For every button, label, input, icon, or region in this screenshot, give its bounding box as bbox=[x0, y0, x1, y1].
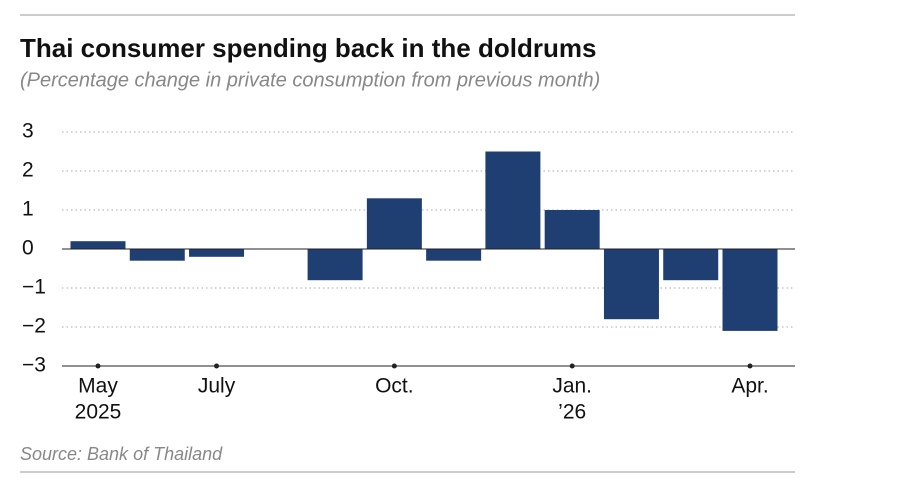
bar bbox=[307, 249, 363, 281]
chart-subtitle: (Percentage change in private consumptio… bbox=[20, 69, 600, 91]
x-tick-label: May bbox=[78, 375, 118, 398]
y-tick-label: −3 bbox=[22, 354, 46, 377]
bar bbox=[366, 198, 422, 249]
x-tick-label: Jan. bbox=[552, 375, 592, 398]
x-tick bbox=[569, 363, 575, 369]
x-tick-year: 2025 bbox=[75, 401, 122, 424]
bar bbox=[426, 249, 482, 261]
bar bbox=[722, 249, 778, 331]
x-tick-year: ’26 bbox=[558, 401, 586, 424]
bar bbox=[663, 249, 719, 281]
x-tick-label: July bbox=[198, 375, 236, 398]
y-tick-label: −1 bbox=[22, 276, 46, 299]
x-tick bbox=[95, 363, 101, 369]
bar bbox=[485, 151, 541, 249]
bar bbox=[70, 241, 126, 249]
x-tick-label: Apr. bbox=[731, 375, 768, 398]
y-tick-label: 2 bbox=[22, 159, 34, 182]
x-tick-label: Oct. bbox=[375, 375, 414, 398]
x-tick bbox=[391, 363, 397, 369]
x-tick bbox=[747, 363, 753, 369]
y-tick-label: 1 bbox=[22, 198, 34, 221]
bar bbox=[189, 249, 245, 257]
y-tick-label: 3 bbox=[22, 120, 34, 143]
x-tick bbox=[214, 363, 220, 369]
bar bbox=[603, 249, 659, 320]
y-tick-label: −2 bbox=[22, 315, 46, 338]
bar bbox=[129, 249, 185, 261]
y-tick-label: 0 bbox=[22, 237, 34, 260]
bar bbox=[544, 210, 600, 249]
source: Source: Bank of Thailand bbox=[20, 444, 223, 464]
chart-title: Thai consumer spending back in the doldr… bbox=[20, 33, 596, 63]
